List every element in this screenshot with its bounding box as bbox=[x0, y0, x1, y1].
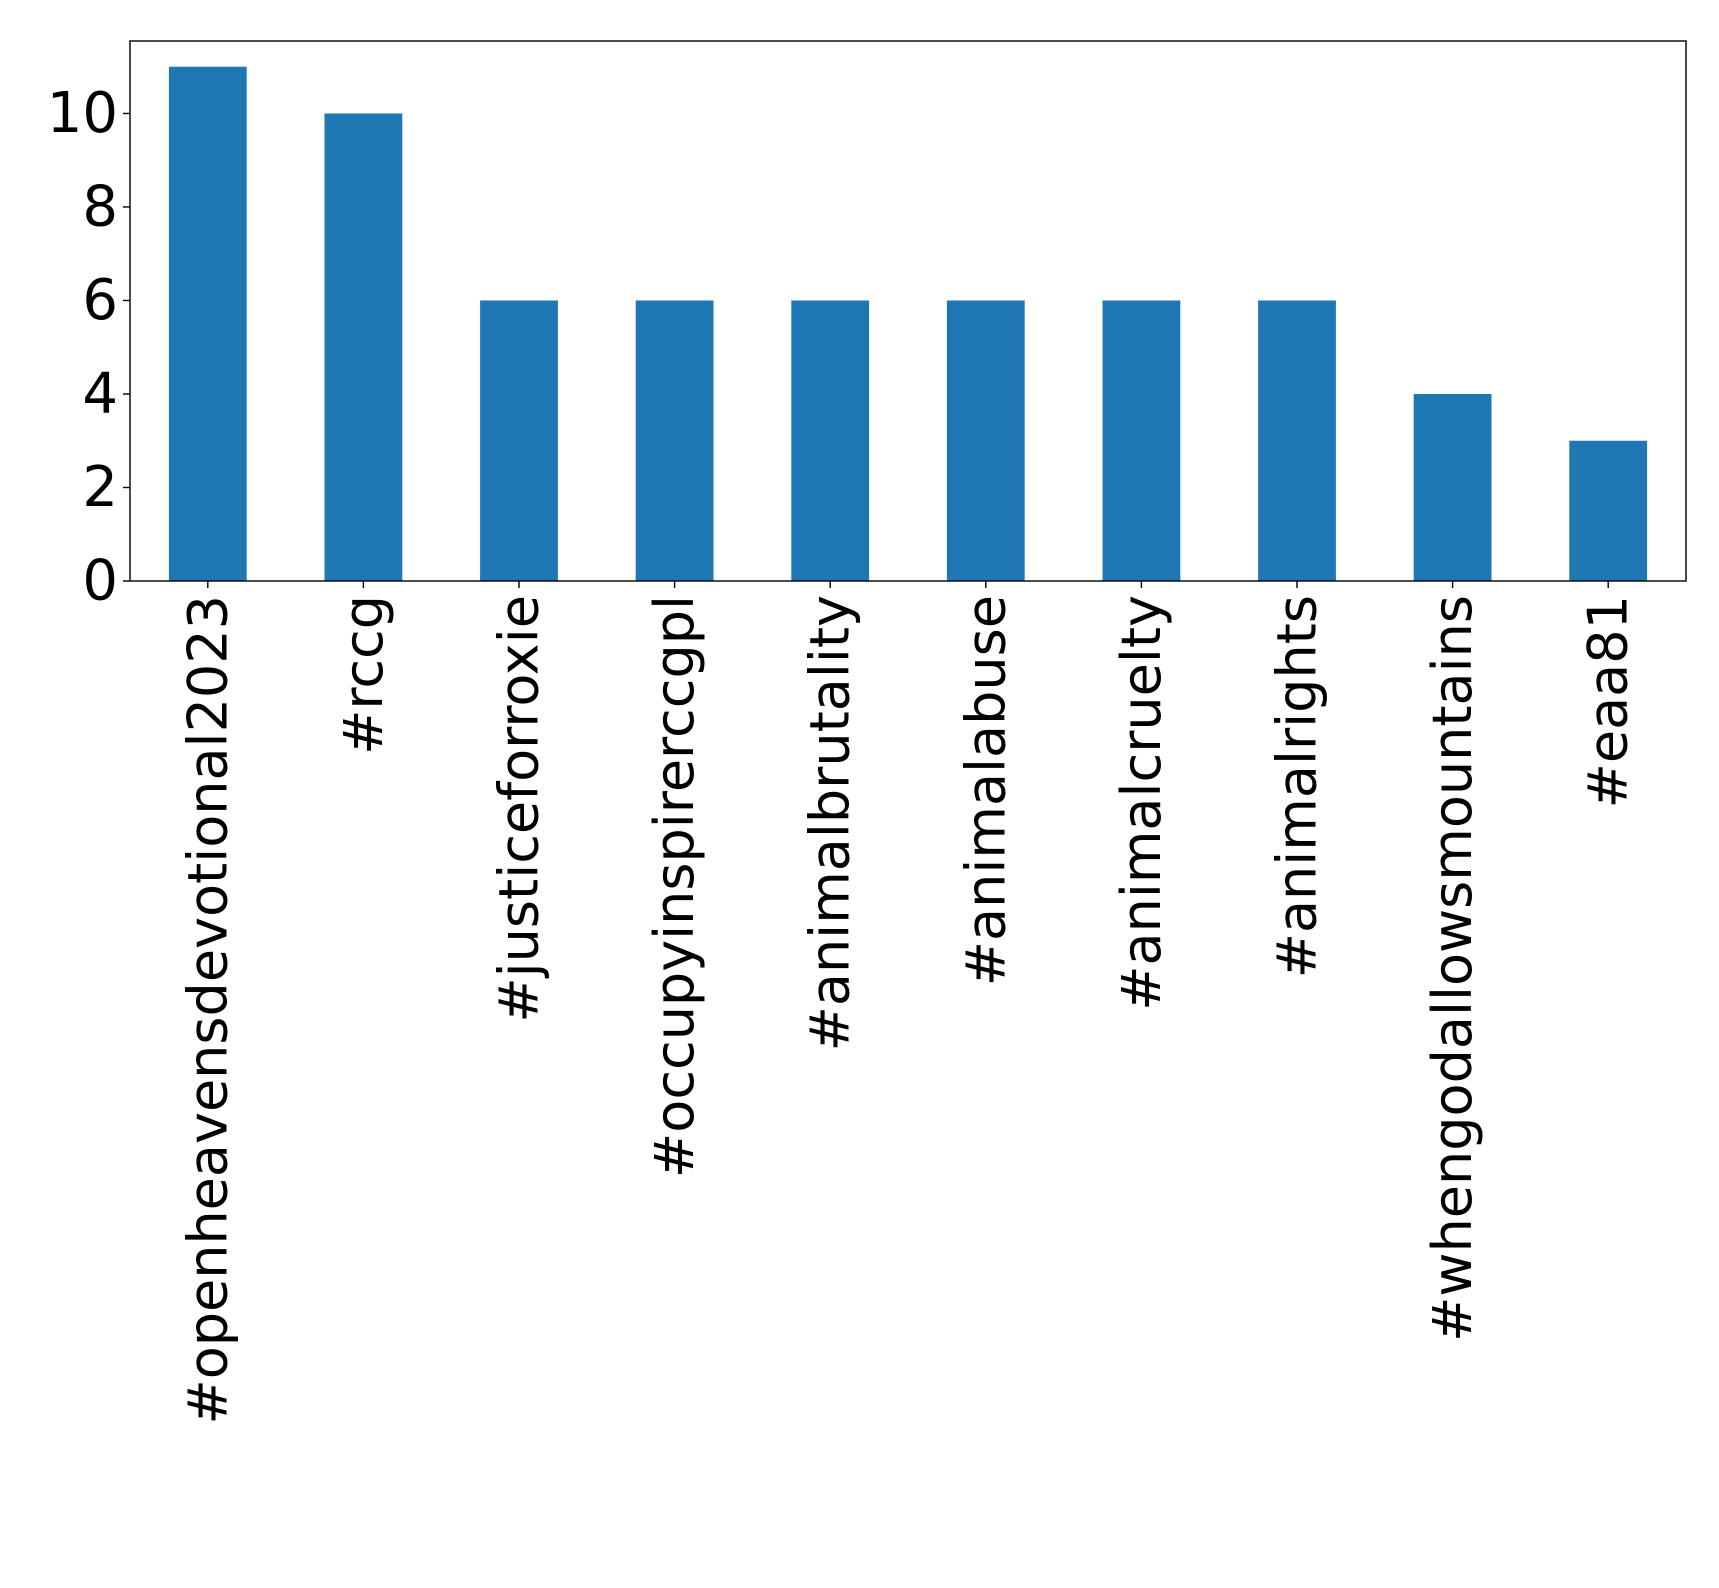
y-axis: 0 2 4 6 8 10 bbox=[47, 81, 130, 614]
x-tick-label: #openheavensdevotional2023 bbox=[176, 595, 239, 1425]
bar-8 bbox=[1413, 393, 1492, 581]
y-tick-label: 8 bbox=[82, 174, 118, 239]
bar-6 bbox=[1102, 300, 1181, 581]
x-tick-label: #rccg bbox=[332, 595, 395, 755]
y-tick-label: 0 bbox=[82, 549, 118, 614]
x-tick-label: #animalabuse bbox=[954, 595, 1017, 986]
bar-9 bbox=[1569, 440, 1648, 581]
x-tick-label: #eaa81 bbox=[1577, 595, 1640, 808]
y-tick-label: 10 bbox=[47, 81, 118, 146]
bars-group bbox=[168, 66, 1648, 581]
x-tick-label: #justiceforroxie bbox=[488, 595, 551, 1023]
bar-2 bbox=[480, 300, 558, 581]
bar-0 bbox=[168, 66, 247, 581]
bar-1 bbox=[324, 113, 403, 581]
y-tick-label: 4 bbox=[82, 361, 118, 426]
x-tick-label: #whengodallowsmountains bbox=[1421, 595, 1484, 1342]
y-tick-label: 6 bbox=[82, 268, 118, 333]
bar-7 bbox=[1258, 300, 1336, 581]
bar-5 bbox=[946, 300, 1025, 581]
x-tick-label: #occupyinspirerccgpl bbox=[643, 595, 706, 1178]
y-tick-label: 2 bbox=[82, 455, 118, 520]
x-axis: #openheavensdevotional2023 #rccg #justicef… bbox=[176, 581, 1640, 1425]
plot-frame bbox=[129, 40, 1687, 582]
x-tick-label: #animalcruelty bbox=[1110, 595, 1173, 1011]
bar-3 bbox=[635, 300, 714, 581]
bar-4 bbox=[791, 300, 870, 581]
x-tick-label: #animalrights bbox=[1266, 595, 1329, 978]
x-tick-label: #animalbrutality bbox=[799, 595, 862, 1051]
